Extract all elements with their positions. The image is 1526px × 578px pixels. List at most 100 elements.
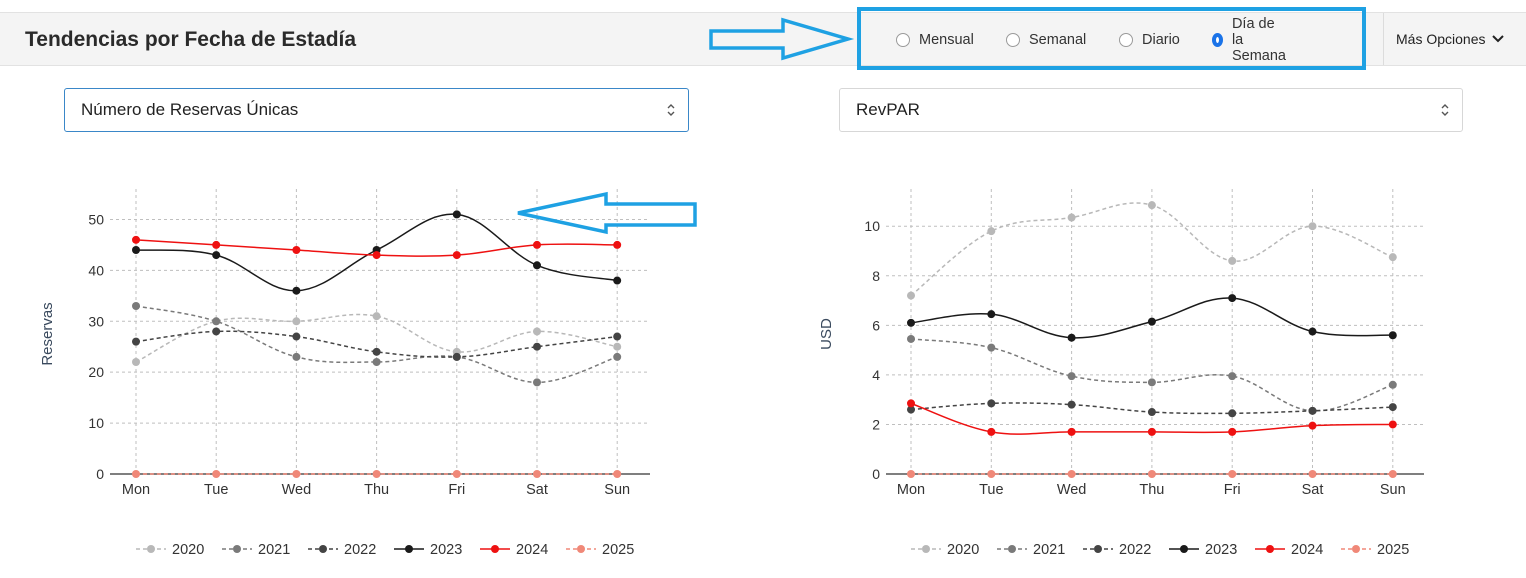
y-axis-label: USD: [818, 318, 835, 350]
legend-label: 2022: [1119, 542, 1151, 558]
data-point: [372, 312, 381, 321]
data-point: [452, 470, 461, 478]
data-point: [1388, 253, 1397, 262]
data-point: [372, 251, 381, 260]
chevron-down-icon: [1492, 35, 1505, 43]
data-point: [212, 317, 221, 326]
metric-select-left[interactable]: Número de Reservas Únicas: [64, 88, 689, 132]
data-point: [1228, 372, 1237, 381]
data-point: [533, 261, 541, 270]
data-point: [1067, 470, 1076, 478]
series-2022: [132, 327, 622, 361]
y-tick-label: 8: [872, 268, 880, 284]
radio-diario[interactable]: Diario: [1119, 30, 1180, 50]
legend-swatch-point: [1008, 545, 1016, 553]
series-2020: [907, 201, 1397, 300]
legend-label: 2020: [172, 542, 204, 558]
series-2025: [132, 470, 622, 478]
data-point: [1067, 427, 1076, 436]
data-point: [987, 310, 996, 319]
legend-swatch-point: [1266, 545, 1274, 553]
legend-swatch-point: [577, 545, 585, 553]
y-tick-label: 10: [88, 415, 104, 431]
data-point: [1067, 333, 1076, 342]
data-point: [452, 352, 461, 361]
y-tick-label: 2: [872, 416, 880, 432]
data-point: [292, 286, 301, 295]
more-options-label: Más Opciones: [1396, 31, 1486, 47]
radio-circle-icon[interactable]: [1119, 33, 1133, 47]
data-point: [292, 246, 301, 254]
data-point: [1388, 403, 1397, 412]
bookings-line-chart: 0 10 20 30 40 50 Mon Tue Wed Thu Fri Sat Sun Reservas…: [39, 189, 650, 558]
more-options-button[interactable]: Más Opciones: [1383, 13, 1526, 65]
data-point: [613, 276, 622, 285]
data-point: [212, 470, 221, 478]
legend-item: 2023: [1169, 542, 1237, 558]
series-2022: [907, 399, 1397, 418]
y-tick-label: 10: [864, 218, 880, 234]
x-tick-label: Tue: [979, 482, 1003, 498]
radio-selected-icon[interactable]: [1212, 33, 1223, 47]
series-2023: [907, 294, 1397, 342]
data-point: [452, 210, 461, 219]
x-tick-label: Sat: [1302, 482, 1324, 498]
legend-label: 2021: [258, 542, 290, 558]
legend-label: 2025: [1377, 542, 1409, 558]
legend: 2020 2021 2022 2023 2024 2025: [911, 542, 1409, 558]
y-tick-label: 0: [872, 466, 880, 482]
data-point: [1308, 222, 1317, 231]
data-point: [533, 378, 541, 387]
data-point: [132, 337, 140, 346]
series-2025: [907, 470, 1397, 478]
x-tick-label: Sun: [604, 482, 630, 498]
x-tick-label: Fri: [1224, 482, 1241, 498]
data-point: [1308, 421, 1317, 430]
data-point: [132, 235, 140, 244]
radio-circle-icon[interactable]: [1006, 33, 1020, 47]
data-point: [212, 251, 221, 260]
data-point: [292, 332, 301, 341]
data-point: [1308, 470, 1317, 478]
y-tick-label: 0: [96, 466, 104, 482]
radio-dia-de-la-semana[interactable]: Día de la Semana: [1212, 16, 1289, 64]
y-tick-label: 20: [88, 364, 104, 380]
data-point: [1308, 327, 1317, 336]
x-tick-label: Wed: [282, 482, 312, 498]
data-point: [1067, 400, 1076, 409]
data-point: [372, 358, 381, 366]
chevron-updown-icon: [1441, 104, 1449, 116]
data-point: [533, 470, 541, 478]
data-point: [1067, 372, 1076, 381]
data-point: [1388, 331, 1397, 340]
radio-mensual[interactable]: Mensual: [896, 30, 974, 50]
data-point: [1388, 470, 1397, 478]
data-point: [1147, 427, 1156, 436]
y-tick-label: 4: [872, 367, 880, 383]
data-point: [907, 291, 915, 300]
legend-swatch-point: [1180, 545, 1188, 553]
data-point: [212, 327, 221, 336]
legend-label: 2020: [947, 542, 979, 558]
radio-circle-icon[interactable]: [896, 33, 910, 47]
legend-item: 2023: [394, 542, 462, 558]
legend-swatch-point: [1352, 545, 1360, 553]
highlight-box: [857, 7, 1366, 70]
metric-select-right[interactable]: RevPAR: [839, 88, 1463, 132]
radio-label: Mensual: [919, 32, 974, 48]
radio-semanal[interactable]: Semanal: [1006, 30, 1086, 50]
data-point: [533, 342, 541, 351]
data-point: [132, 246, 140, 254]
gridlines: [110, 189, 650, 474]
data-point: [907, 405, 915, 414]
x-tick-label: Thu: [364, 482, 389, 498]
legend-swatch-point: [491, 545, 499, 553]
legend-item: 2020: [136, 542, 204, 558]
legend: 2020 2021 2022 2023 2024 2025: [136, 542, 634, 558]
data-point: [372, 470, 381, 478]
data-point: [1147, 201, 1156, 210]
data-point: [1388, 420, 1397, 429]
data-point: [372, 347, 381, 356]
data-point: [1067, 213, 1076, 222]
data-point: [1308, 406, 1317, 415]
